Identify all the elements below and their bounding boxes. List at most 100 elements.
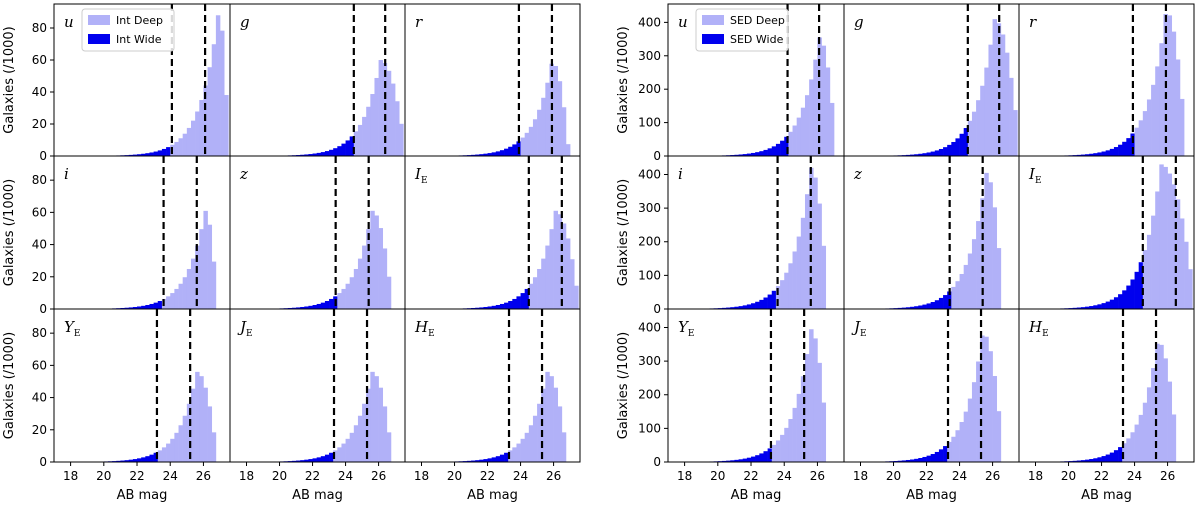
x-tick-label: 20 [447, 469, 462, 483]
histogram-bar [399, 123, 404, 156]
histogram-bar [1085, 154, 1090, 156]
histogram-bar [166, 147, 171, 156]
band-label: g [240, 13, 250, 31]
histogram-bar [524, 432, 530, 462]
histogram-bar [479, 307, 484, 309]
histogram-bar [508, 450, 513, 462]
legend: SED Deep SED Wide [695, 8, 789, 52]
histogram-bar [967, 120, 973, 156]
histogram-bar [992, 19, 998, 156]
histogram-bar [918, 153, 923, 156]
histogram-bar [475, 154, 480, 156]
histogram-bar [308, 154, 313, 156]
histogram-bar [763, 149, 768, 156]
histogram-bar [337, 293, 342, 309]
x-tick-label: 26 [985, 469, 1000, 483]
histogram-bar [199, 376, 204, 462]
histogram-bar [897, 307, 903, 309]
histogram-bar [362, 116, 367, 156]
histogram-bar [1134, 271, 1139, 309]
histogram-bar [378, 387, 384, 462]
x-tick-label: 18 [63, 469, 78, 483]
histogram-bar [1146, 99, 1152, 156]
x-tick-label: 20 [886, 469, 901, 483]
histogram-bar [291, 307, 297, 309]
y-tick-label: 0 [39, 302, 47, 316]
histogram-bar [821, 402, 827, 462]
histogram-bar [951, 436, 956, 462]
y-tick-label: 0 [39, 455, 47, 469]
histogram-bar [943, 147, 948, 156]
histogram-bar [742, 458, 748, 462]
x-axis-label: AB mag [906, 488, 957, 503]
histogram-bar [504, 302, 509, 309]
histogram-bar [499, 150, 505, 156]
histogram-bar [809, 79, 814, 156]
histogram-bar [1146, 234, 1152, 309]
subplot-left-u: u 0 20 40 60 80 Int Deep Int Wide [32, 3, 231, 163]
histogram-bar [1013, 110, 1018, 156]
histogram-bar [353, 425, 359, 462]
histogram-bar [1109, 452, 1115, 462]
histogram-bar [291, 460, 297, 462]
histogram-bar [483, 459, 488, 462]
subplot-frame [404, 308, 581, 463]
histogram-bar [178, 138, 183, 156]
histogram-bar [930, 454, 936, 462]
histogram-bar [166, 296, 171, 309]
histogram-bar [1122, 141, 1127, 156]
histogram-bar [926, 455, 931, 462]
histogram-bar [483, 306, 488, 309]
legend: Int Deep Int Wide [81, 8, 175, 52]
histogram-bar [784, 136, 789, 156]
histogram-bar [1171, 184, 1177, 309]
histogram-bar [771, 444, 777, 462]
histogram-bar [1155, 191, 1160, 309]
histogram-bar [947, 441, 952, 462]
histogram-bar [1142, 402, 1148, 462]
histogram-bar [1085, 306, 1090, 309]
histogram-bar [541, 258, 546, 309]
histogram-bar [553, 66, 559, 156]
histogram-bar [312, 458, 317, 462]
histogram-bar [1155, 66, 1160, 156]
histogram-bar [174, 288, 179, 309]
histogram-bar [345, 140, 350, 156]
histogram-bar [1159, 344, 1164, 462]
histogram-bar [145, 153, 150, 156]
histogram-bar [1159, 43, 1164, 157]
x-tick-label: 18 [414, 469, 429, 483]
histogram-bar [1105, 301, 1111, 309]
histogram-bar [1109, 148, 1115, 156]
histogram-bar [796, 117, 802, 156]
histogram-bar [1105, 150, 1111, 156]
histogram-bar [1076, 154, 1082, 156]
histogram-bar [337, 146, 342, 156]
histogram-bar [1146, 387, 1152, 462]
histogram-bar [1089, 459, 1094, 462]
histogram-bar [161, 148, 167, 156]
histogram-bar [742, 305, 748, 309]
histogram-bar [755, 301, 760, 309]
histogram-bar [1171, 31, 1177, 157]
x-tick-label: 26 [1160, 469, 1175, 483]
histogram-bar [934, 451, 940, 462]
subplot-right-r: r [1018, 3, 1195, 157]
histogram-bar [475, 460, 480, 462]
histogram-bar [992, 376, 998, 462]
x-tick-label: 24 [513, 469, 528, 483]
histogram-bar [145, 305, 150, 309]
histogram-bar [1175, 199, 1181, 309]
histogram-bar [386, 432, 392, 462]
histogram-bar [471, 154, 476, 156]
histogram-bar [220, 30, 225, 157]
histogram-bar [516, 443, 521, 462]
legend-label-deep: Int Deep [116, 14, 163, 27]
histogram-bar [721, 307, 727, 309]
y-tick-label: 300 [638, 49, 661, 63]
y-tick-label: 400 [638, 320, 661, 334]
histogram-bar [320, 152, 326, 156]
histogram-bar [963, 411, 969, 462]
y-tick-label: 80 [32, 326, 47, 340]
